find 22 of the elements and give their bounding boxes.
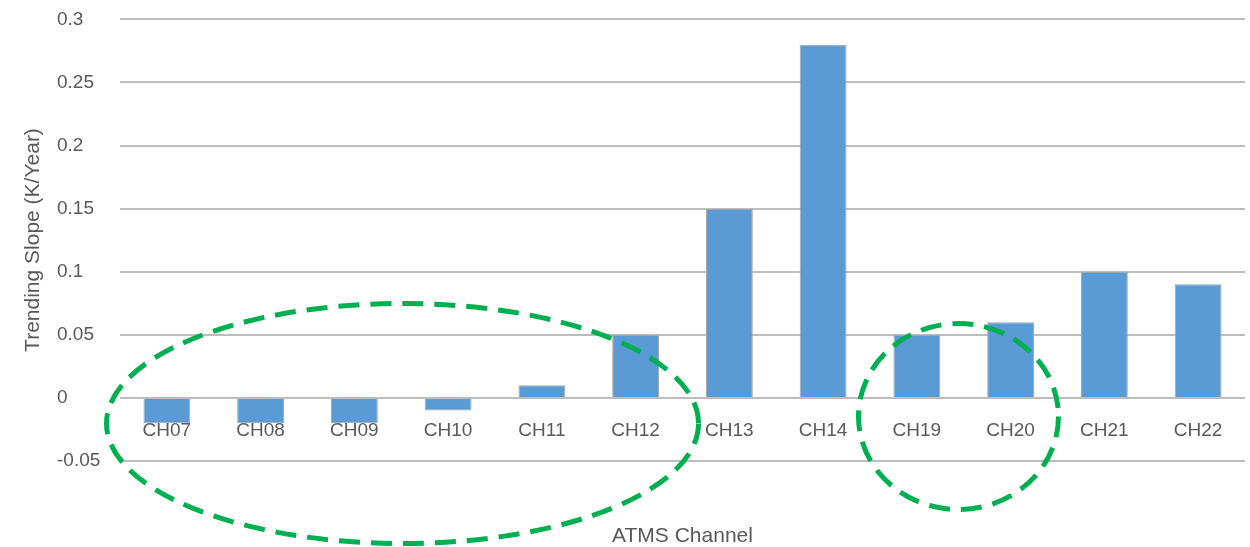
x-tick-label: CH13 (705, 418, 754, 440)
y-tick-label: 0.2 (57, 133, 84, 155)
x-axis-title: ATMS Channel (612, 523, 753, 546)
x-tick-label: CH09 (330, 418, 379, 440)
x-tick-label: CH12 (611, 418, 660, 440)
y-axis-title: Trending Slope (K/Year) (19, 128, 43, 353)
x-tick-label: CH19 (892, 418, 942, 440)
x-tick-label: CH07 (142, 418, 192, 440)
y-tick-label: -0.05 (57, 449, 101, 471)
y-tick-label: 0 (57, 386, 68, 408)
y-tick-label: 0.15 (57, 196, 94, 218)
y-tick-label: 0.25 (57, 70, 94, 92)
x-tick-label: CH21 (1080, 418, 1129, 440)
y-tick-label: 0.1 (57, 259, 84, 281)
y-tick-label: 0.3 (57, 7, 84, 29)
x-tick-label: CH08 (236, 418, 285, 440)
x-tick-label: CH11 (518, 418, 566, 440)
x-tick-label: CH14 (798, 418, 848, 440)
y-tick-label: 0.05 (57, 323, 94, 345)
x-tick-label: CH10 (423, 418, 473, 440)
x-tick-label: CH20 (986, 418, 1035, 440)
x-tick-label: CH22 (1173, 418, 1223, 440)
